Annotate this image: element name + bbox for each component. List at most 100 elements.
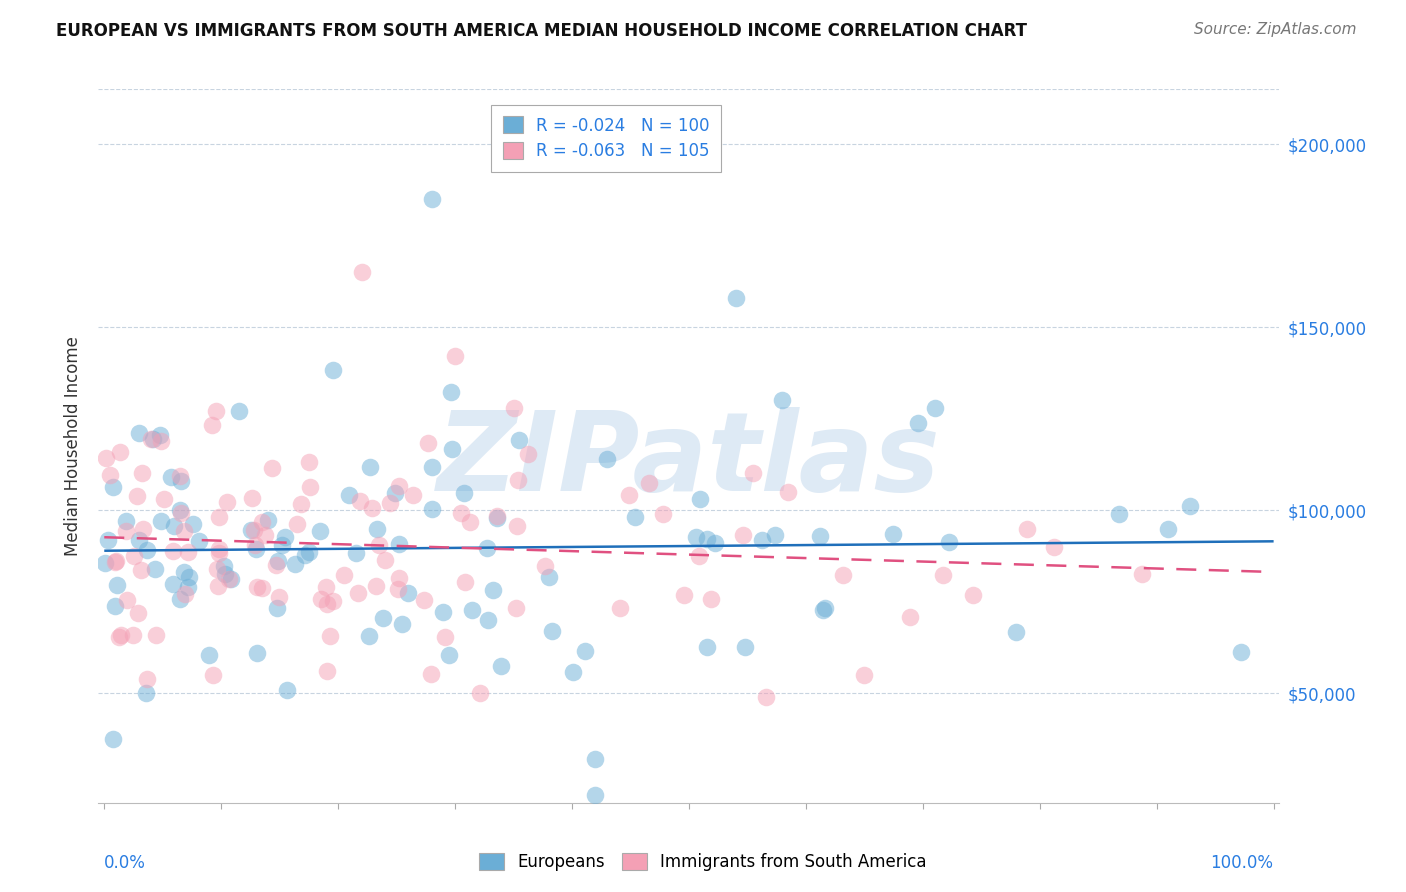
Point (688, 549, 710, 564)
Point (240, 491, 263, 506)
Point (169, 503, 191, 517)
Point (197, 648, 219, 663)
Point (177, 545, 200, 559)
Point (205, 403, 228, 417)
Point (418, 436, 440, 450)
Point (907, 416, 929, 430)
Point (114, 524, 136, 538)
Point (689, 491, 711, 506)
Point (439, 384, 461, 399)
Legend: Europeans, Immigrants from South America: Europeans, Immigrants from South America (471, 845, 935, 880)
Point (145, 628, 167, 642)
Point (309, 591, 332, 606)
Point (724, 291, 747, 305)
Point (253, 528, 276, 542)
Point (162, 577, 184, 591)
Point (932, 568, 955, 582)
Point (373, 610, 395, 624)
Point (143, 562, 166, 576)
Point (316, 664, 339, 678)
Point (108, 444, 131, 458)
Point (387, 582, 409, 596)
Point (270, 538, 292, 552)
Point (624, 509, 647, 524)
Point (322, 363, 344, 377)
Point (201, 418, 224, 433)
Point (136, 543, 159, 558)
Point (460, 603, 482, 617)
Point (149, 428, 172, 442)
Point (128, 425, 150, 440)
Point (853, 667, 876, 681)
Point (94, 450, 117, 465)
Point (139, 432, 162, 446)
Point (444, 349, 467, 363)
Point (832, 568, 855, 582)
Point (384, 486, 406, 500)
Point (537, 570, 560, 584)
Point (938, 534, 960, 549)
Point (450, 506, 472, 520)
Point (596, 451, 619, 466)
Point (173, 565, 195, 579)
Point (284, 557, 307, 571)
Point (898, 609, 921, 624)
Point (122, 549, 145, 563)
Point (347, 586, 370, 600)
Point (1043, 540, 1066, 554)
Point (110, 628, 132, 642)
Point (228, 403, 250, 417)
Point (508, 433, 530, 447)
Point (122, 628, 145, 642)
Point (924, 401, 946, 415)
Point (163, 519, 186, 533)
Point (482, 582, 505, 597)
Point (1178, 499, 1201, 513)
Point (696, 533, 718, 547)
Point (127, 606, 149, 620)
Point (685, 530, 707, 544)
Point (420, 192, 443, 206)
Point (242, 524, 264, 538)
Point (169, 469, 191, 483)
Point (814, 600, 837, 615)
Point (1130, 567, 1153, 582)
Point (103, 480, 125, 494)
Point (319, 628, 342, 642)
Point (420, 459, 443, 474)
Point (104, 555, 127, 569)
Point (672, 589, 695, 603)
Text: Source: ZipAtlas.com: Source: ZipAtlas.com (1194, 22, 1357, 37)
Point (285, 517, 308, 532)
Point (349, 494, 371, 508)
Point (243, 538, 266, 552)
Point (420, 501, 443, 516)
Point (704, 535, 727, 549)
Point (396, 586, 419, 600)
Point (505, 600, 527, 615)
Point (574, 644, 596, 658)
Point (257, 513, 280, 527)
Point (183, 516, 205, 531)
Point (129, 563, 152, 577)
Point (388, 479, 411, 493)
Point (437, 648, 460, 662)
Point (475, 541, 498, 555)
Point (162, 544, 184, 558)
Legend: R = -0.024   N = 100, R = -0.063   N = 105: R = -0.024 N = 100, R = -0.063 N = 105 (491, 104, 721, 172)
Point (541, 624, 564, 639)
Point (132, 522, 155, 536)
Point (240, 523, 263, 537)
Point (152, 491, 174, 506)
Point (485, 511, 508, 525)
Point (391, 616, 413, 631)
Point (1229, 645, 1251, 659)
Point (813, 603, 835, 617)
Text: EUROPEAN VS IMMIGRANTS FROM SOUTH AMERICA MEDIAN HOUSEHOLD INCOME CORRELATION CH: EUROPEAN VS IMMIGRANTS FROM SOUTH AMERIC… (56, 22, 1028, 40)
Point (169, 592, 191, 607)
Point (388, 537, 411, 551)
Point (142, 432, 165, 446)
Point (412, 593, 434, 607)
Point (170, 506, 193, 520)
Point (115, 514, 138, 528)
